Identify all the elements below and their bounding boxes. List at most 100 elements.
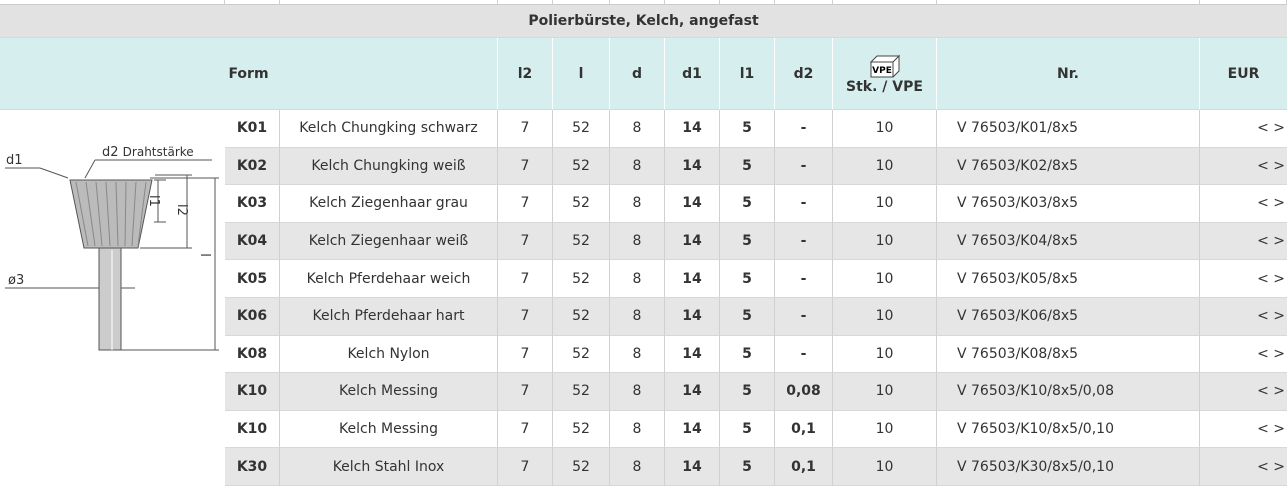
table-cell: 10	[833, 147, 937, 186]
table-title: Polierbürste, Kelch, angefast	[0, 5, 1287, 38]
table-cell: < >	[1200, 185, 1287, 223]
table-cell: 52	[553, 410, 610, 449]
table-cell: K04	[225, 222, 280, 261]
table-cell: 8	[610, 373, 665, 411]
table-cell: K05	[225, 260, 280, 298]
table-cell: 14	[665, 185, 720, 223]
label-d2-name: d2	[102, 145, 119, 160]
table-cell: 14	[665, 147, 720, 186]
vpe-icon-label: VPE	[872, 66, 892, 76]
table-cell: < >	[1200, 298, 1287, 336]
table-cell: -	[775, 335, 833, 374]
table-cell: 5	[720, 298, 775, 336]
table-cell: 14	[665, 335, 720, 374]
table-cell: 10	[833, 410, 937, 449]
table-cell: K08	[225, 335, 280, 374]
table-cell: < >	[1200, 335, 1287, 374]
top-strip	[720, 0, 775, 5]
table-cell: 10	[833, 260, 937, 298]
table-cell: 10	[833, 222, 937, 261]
table-cell: 52	[553, 110, 610, 148]
label-l: l	[197, 253, 212, 257]
table-cell: 14	[665, 222, 720, 261]
top-strip	[225, 0, 280, 5]
header-cell: l1	[720, 38, 775, 110]
table-cell: 0,1	[775, 410, 833, 449]
table-cell: K02	[225, 147, 280, 186]
table-cell: K01	[225, 110, 280, 148]
table-cell: -	[775, 147, 833, 186]
top-strip	[610, 0, 665, 5]
table-cell: 7	[498, 373, 553, 411]
top-strip	[775, 0, 833, 5]
table-cell: 7	[498, 335, 553, 374]
drawing: d1 d2 Drahtstärke l1 l2 l ø3	[5, 145, 219, 351]
table-cell: Kelch Chungking weiß	[280, 147, 498, 186]
header-cell: d	[610, 38, 665, 110]
table-cell: V 76503/K03/8x5	[937, 185, 1200, 223]
table-cell: 14	[665, 110, 720, 148]
table-cell: 5	[720, 448, 775, 486]
label-d1: d1	[6, 153, 23, 168]
table-cell: 7	[498, 410, 553, 449]
table-cell: 8	[610, 448, 665, 486]
header-cell: Nr.	[937, 38, 1200, 110]
table-cell: -	[775, 222, 833, 261]
table-cell: 0,1	[775, 448, 833, 486]
header-cell: l2	[498, 38, 553, 110]
table-cell: 8	[610, 298, 665, 336]
table-cell: Kelch Ziegenhaar grau	[280, 185, 498, 223]
label-l2: l2	[174, 204, 189, 216]
table-cell: K30	[225, 448, 280, 486]
table-cell: 7	[498, 448, 553, 486]
header-cell: Form	[0, 38, 498, 110]
label-dia: ø3	[8, 273, 24, 288]
header-label: Stk. / VPE	[846, 78, 923, 95]
table-cell: V 76503/K06/8x5	[937, 298, 1200, 336]
table-cell: 52	[553, 147, 610, 186]
top-strip	[553, 0, 610, 5]
table-cell: < >	[1200, 410, 1287, 449]
table-cell: 8	[610, 260, 665, 298]
table-cell: 7	[498, 298, 553, 336]
table-cell: 14	[665, 298, 720, 336]
table-cell: < >	[1200, 448, 1287, 486]
top-strip	[280, 0, 498, 5]
table-cell: 8	[610, 185, 665, 223]
header-cell: l	[553, 38, 610, 110]
table-cell: V 76503/K10/8x5/0,10	[937, 410, 1200, 449]
table-cell: 5	[720, 410, 775, 449]
table-cell: 5	[720, 147, 775, 186]
table-cell: Kelch Messing	[280, 373, 498, 411]
table-cell: < >	[1200, 110, 1287, 148]
table-cell: V 76503/K30/8x5/0,10	[937, 448, 1200, 486]
label-l1: l1	[146, 195, 161, 207]
table-cell: < >	[1200, 373, 1287, 411]
table-cell: 52	[553, 222, 610, 261]
table-cell: 5	[720, 335, 775, 374]
header-cell: d1	[665, 38, 720, 110]
table-cell: 7	[498, 147, 553, 186]
table-cell: Kelch Chungking schwarz	[280, 110, 498, 148]
table-cell: Kelch Messing	[280, 410, 498, 449]
table-cell: V 76503/K05/8x5	[937, 260, 1200, 298]
table-cell: V 76503/K08/8x5	[937, 335, 1200, 374]
table-cell: 10	[833, 335, 937, 374]
table-cell: < >	[1200, 147, 1287, 186]
table-cell: K03	[225, 185, 280, 223]
table-cell: 52	[553, 260, 610, 298]
table-cell: < >	[1200, 222, 1287, 261]
label-d2-note: Drahtstärke	[123, 145, 194, 159]
header-cell: d2	[775, 38, 833, 110]
table-cell: 0,08	[775, 373, 833, 411]
table-cell: 52	[553, 448, 610, 486]
header-cell: VPE Stk. / VPE	[833, 38, 937, 110]
table-cell: 52	[553, 185, 610, 223]
table-cell: 5	[720, 260, 775, 298]
table-cell: 14	[665, 260, 720, 298]
table-cell: 10	[833, 298, 937, 336]
table-cell: K06	[225, 298, 280, 336]
table-cell: 14	[665, 410, 720, 449]
table-cell: -	[775, 185, 833, 223]
